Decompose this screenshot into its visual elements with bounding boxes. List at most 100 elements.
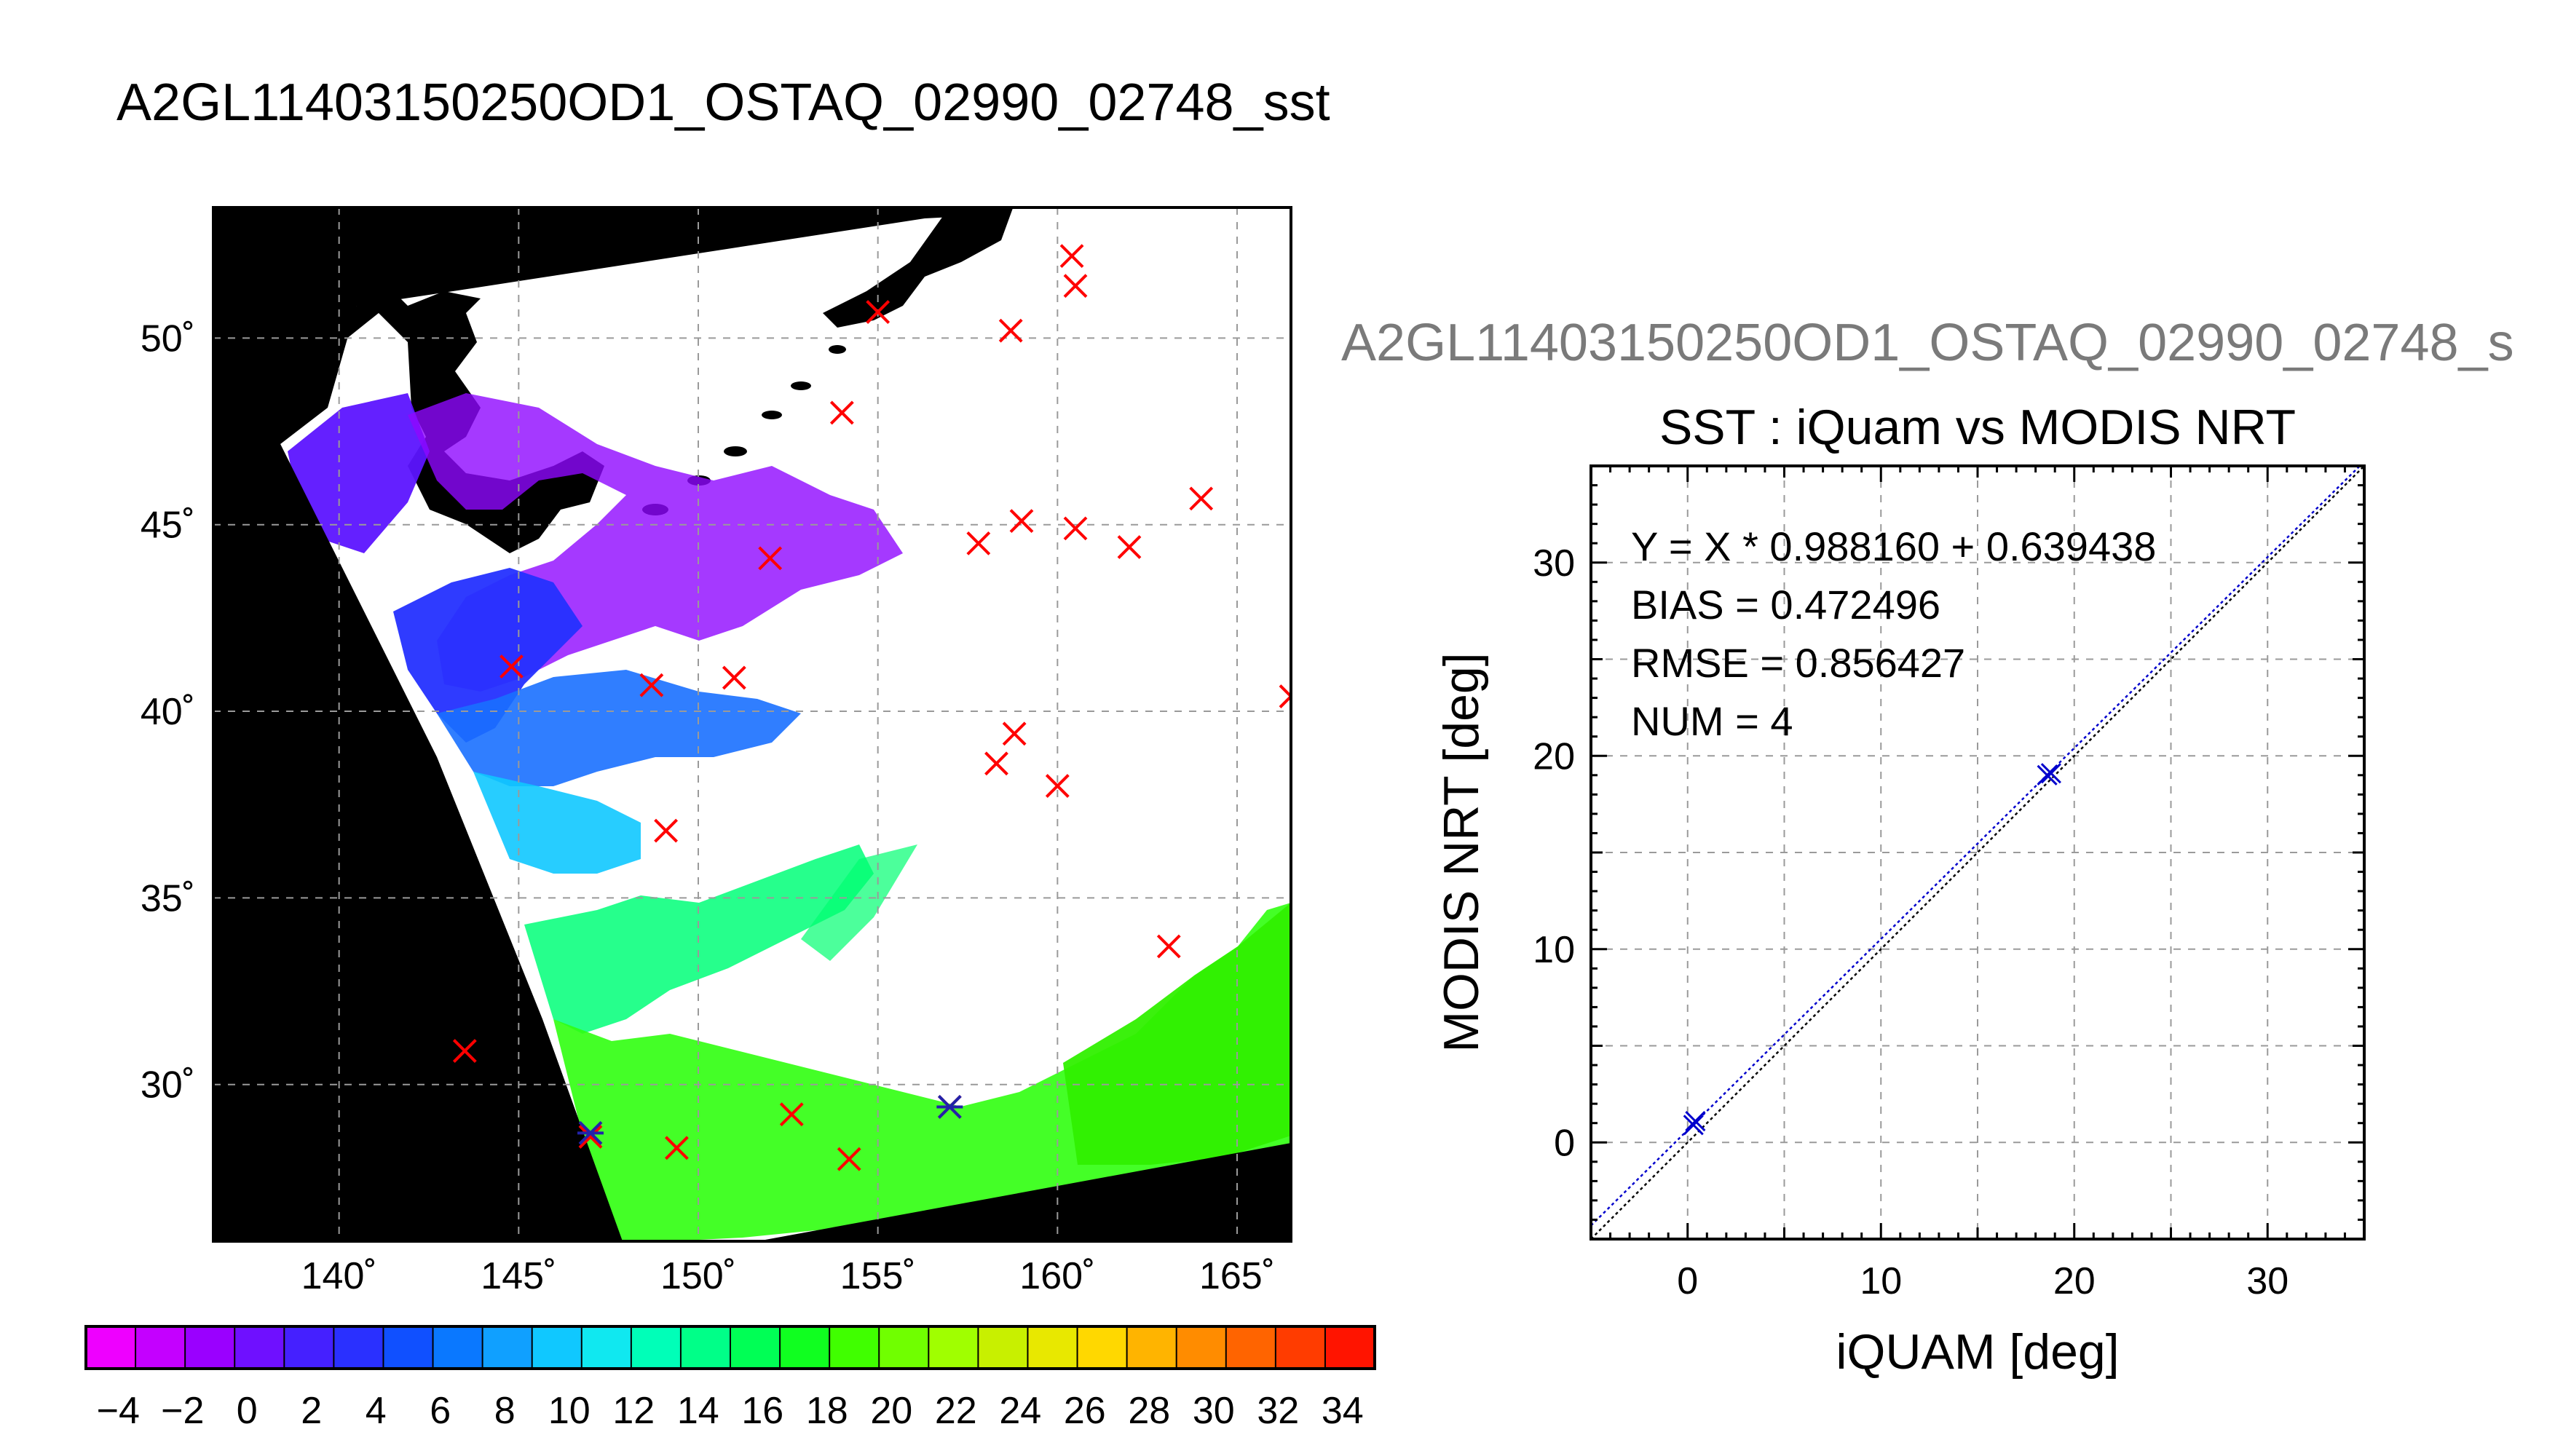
colorbar-tick-label: 10 [548,1390,591,1432]
colorbar-cell [86,1326,136,1369]
sst-map: 140˚ 145˚ 150˚ 155˚ 160˚ 165˚ 30˚ 35˚ 40˚ 45˚ 50˚ [141,206,1292,1297]
colorbar-cell [1126,1326,1177,1369]
colorbar-tick-label: 16 [741,1390,783,1432]
x-axis-label: iQUAM [deg] [1836,1324,2119,1380]
y-tick-label: 20 [1533,735,1575,778]
y-tick-label: 0 [1554,1122,1575,1164]
scatter-points [1683,763,2061,1136]
colorbar-tick-label: 32 [1257,1390,1299,1432]
match-marker [1063,274,1088,298]
match-marker [639,673,664,697]
colorbar-cell [1275,1326,1326,1369]
match-marker [1117,535,1142,559]
map-lat-tick-label: 45˚ [141,505,195,547]
colorbar-tick-label: 2 [301,1390,322,1432]
colorbar-cell [284,1326,334,1369]
match-marker [499,654,524,678]
fit-line [1591,466,2361,1227]
match-marker [779,1102,804,1127]
map-lon-tick-label: 145˚ [481,1255,556,1297]
match-marker [452,1039,477,1063]
match-marker [966,531,991,555]
map-lat-tick-label: 40˚ [141,691,195,733]
match-marker [837,1147,861,1171]
scatter-annotation: RMSE = 0.856427 [1631,640,1965,686]
colorbar-cell [482,1326,533,1369]
map-lat-tick-label: 30˚ [141,1064,195,1107]
colorbar-cell [1225,1326,1276,1369]
colorbar-cell [185,1326,235,1369]
colorbar: −4 −2 0 2 4 6 8 10 12 14 16 18 20 22 24 26 28 30 32 34 [84,1325,1376,1432]
matched-marker [577,1120,604,1145]
scatter-lines [1591,466,2364,1239]
y-axis-label: MODIS NRT [deg] [1434,652,1489,1052]
colorbar-cell [1077,1326,1128,1369]
colorbar-cell [978,1326,1028,1369]
colorbar-tick-label: 24 [999,1390,1041,1432]
map-frame [212,206,1292,1243]
x-tick-label: 20 [2053,1260,2096,1302]
colorbar-cell [631,1326,682,1369]
match-marker [1059,244,1084,269]
scatter-point [1685,1110,1706,1132]
map-lat-tick-label: 35˚ [141,877,195,919]
colorbar-tick-label: −4 [97,1390,140,1432]
colorbar-cell [879,1326,929,1369]
match-marker [654,818,679,843]
match-marker [1009,509,1034,534]
scatter-point [2037,764,2058,786]
map-lon-tick-label: 160˚ [1019,1255,1095,1297]
kamchatka-land [823,207,1014,328]
colorbar-tick-label: 8 [494,1390,516,1432]
colorbar-cell [730,1326,781,1369]
map-markers [452,244,1291,1171]
colorbar-cell [433,1326,483,1369]
colorbar-frame [84,1325,1376,1370]
scatter-annotation: Y = X * 0.988160 + 0.639438 [1631,523,2156,569]
colorbar-cell [1324,1326,1375,1369]
scatter-ticks: 0 10 20 30 0 10 20 30 [1533,464,2366,1302]
colorbar-tick-label: 18 [806,1390,848,1432]
colorbar-tick-label: 34 [1322,1390,1364,1432]
match-marker [664,1136,689,1160]
colorbar-cell [333,1326,384,1369]
match-marker [758,546,783,571]
x-tick-label: 0 [1677,1260,1698,1302]
colorbar-cell [581,1326,632,1369]
match-marker [1063,516,1088,541]
y-tick-label: 10 [1533,929,1575,971]
match-marker [866,300,891,324]
map-tick-labels: 140˚ 145˚ 150˚ 155˚ 160˚ 165˚ 30˚ 35˚ 40˚ 45˚ 50˚ [141,317,1275,1297]
y-tick-label: 30 [1533,542,1575,585]
map-lat-tick-label: 50˚ [141,317,195,360]
colorbar-tick-label: 28 [1128,1390,1170,1432]
colorbar-cells [86,1326,1375,1369]
colorbar-cell [383,1326,434,1369]
colorbar-cell [928,1326,979,1369]
colorbar-cell [1027,1326,1078,1369]
scatter-annotations: Y = X * 0.988160 + 0.639438 BIAS = 0.4724… [1631,523,2156,744]
colorbar-tick-label: 20 [870,1390,912,1432]
map-lon-tick-label: 150˚ [660,1255,736,1297]
colorbar-cell [829,1326,880,1369]
colorbar-cell [680,1326,731,1369]
map-lon-tick-label: 140˚ [301,1255,377,1297]
colorbar-cell [135,1326,186,1369]
colorbar-tick-label: −2 [161,1390,204,1432]
match-marker [722,665,746,690]
map-lon-tick-label: 155˚ [840,1255,916,1297]
colorbar-cell [1176,1326,1227,1369]
match-marker [1002,721,1027,746]
match-marker [578,1125,603,1149]
scatter-grid [1591,466,2364,1239]
nodata-left [213,335,623,1241]
colorbar-tick-label: 14 [677,1390,719,1432]
colorbar-tick-label: 12 [612,1390,655,1432]
match-marker [1156,934,1181,959]
colorbar-tick-label: 0 [237,1390,258,1432]
x-tick-label: 10 [1860,1260,1902,1302]
side-title: A2GL11403150250OD1_OSTAQ_02990_02748_s [1341,314,2514,372]
colorbar-tick-label: 6 [430,1390,451,1432]
colorbar-tick-label: 22 [935,1390,977,1432]
